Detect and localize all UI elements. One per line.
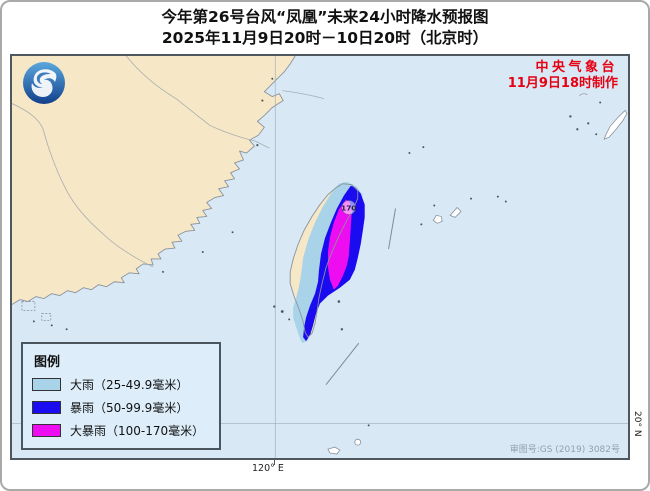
issuer-agency: 中央气象台	[535, 60, 618, 75]
legend-swatch-severe-rainstorm	[32, 424, 61, 437]
map-canvas: 170 中央气象台 11月9日18时制作 图例 大雨（25-49.9毫米）	[10, 54, 630, 460]
mainland-coastline	[12, 56, 296, 305]
legend-label-rainstorm: 暴雨（50-99.9毫米）	[70, 401, 189, 415]
legend-row: 大雨（25-49.9毫米）	[32, 376, 210, 393]
sea-boundary-segment-south	[325, 342, 360, 386]
map-review-number: 审图号:GS (2019) 3082号	[509, 445, 620, 455]
map-legend: 图例 大雨（25-49.9毫米） 暴雨（50-99.9毫米） 大暴雨（100-1…	[21, 342, 221, 450]
legend-swatch-heavy-rain	[32, 378, 61, 391]
province-boundary-west	[12, 103, 154, 268]
coastal-islets	[21, 77, 274, 331]
outlying-islands	[273, 93, 628, 455]
mainland-landmass	[12, 56, 296, 305]
issuer-time: 11月9日18时制作	[507, 76, 618, 91]
max-rain-marker: 170	[341, 200, 357, 215]
longitude-tick	[274, 460, 275, 465]
issuer-block: 中央气象台 11月9日18时制作	[508, 60, 618, 92]
legend-label-severe-rainstorm: 大暴雨（100-170毫米）	[70, 424, 205, 438]
legend-label-heavy-rain: 大雨（25-49.9毫米）	[70, 378, 189, 392]
coastal-boundary-line	[282, 90, 325, 99]
legend-row: 暴雨（50-99.9毫米）	[32, 399, 210, 416]
longitude-label: 120° E	[252, 463, 284, 474]
legend-swatch-rainstorm	[32, 401, 61, 414]
taiwan-coastline	[289, 183, 359, 338]
map-title: 今年第26号台风“凤凰”未来24小时降水预报图	[161, 8, 489, 26]
max-rain-value: 170	[341, 203, 357, 212]
title-block: 今年第26号台风“凤凰”未来24小时降水预报图 2025年11月9日20时－10…	[2, 7, 648, 49]
legend-row: 大暴雨（100-170毫米）	[32, 422, 210, 439]
legend-title: 图例	[34, 355, 61, 370]
province-boundary-north	[125, 56, 270, 149]
cma-logo-icon	[23, 62, 65, 104]
latitude-label: 20° N	[632, 411, 642, 437]
sea-boundary-segment-north	[388, 208, 396, 250]
map-subtitle: 2025年11月9日20时－10日20时（北京时）	[161, 29, 489, 47]
